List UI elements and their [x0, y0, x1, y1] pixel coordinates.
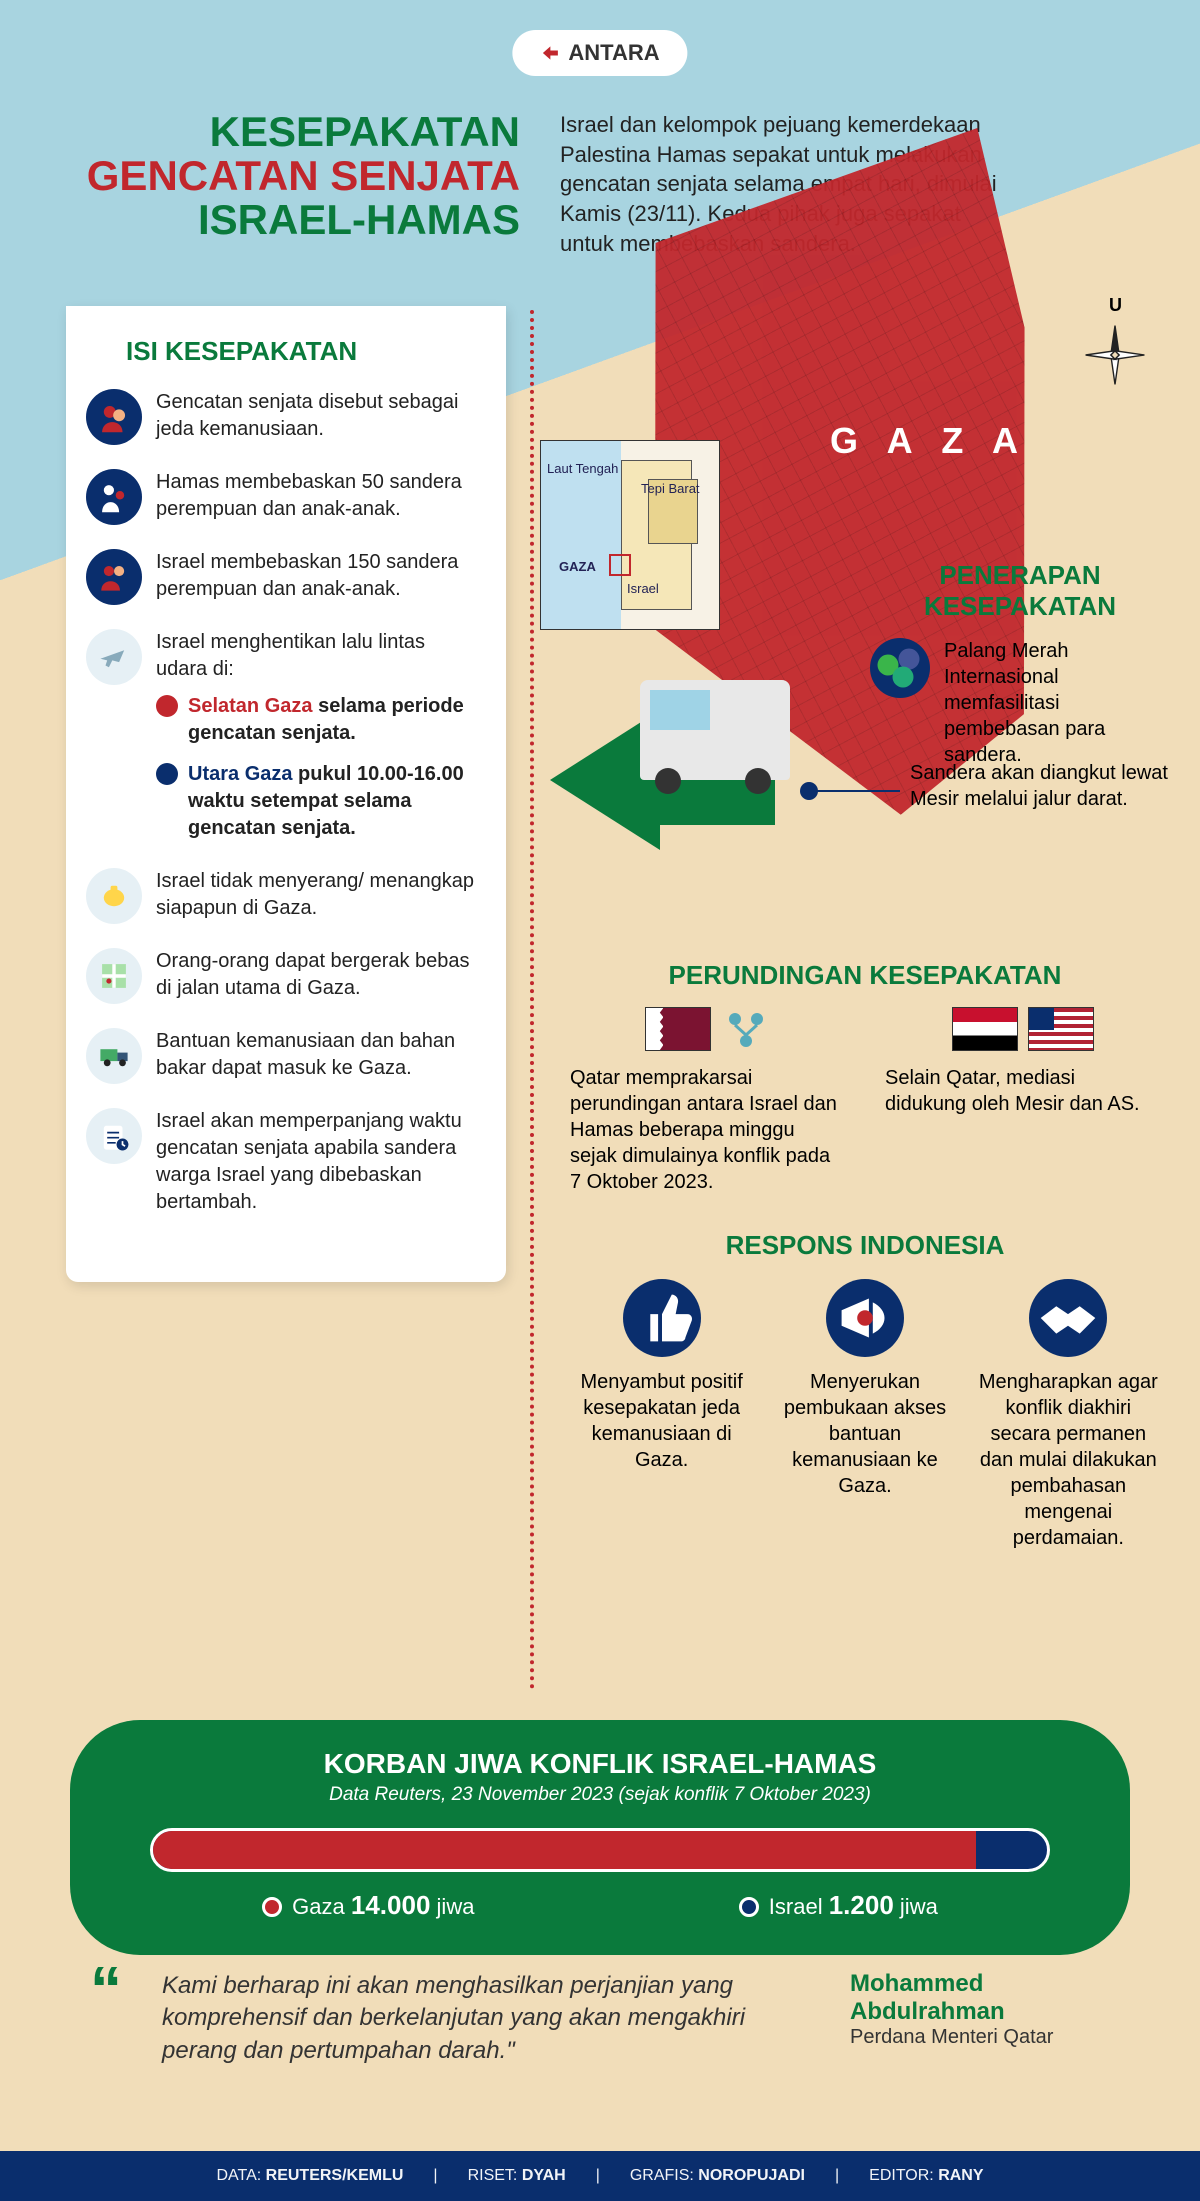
- isi-item: Israel akan memperpanjang waktu gencatan…: [156, 1108, 480, 1216]
- isi-title: ISI KESEPAKATAN: [126, 336, 480, 367]
- extend-icon: [86, 1108, 142, 1164]
- truck-arrow-graphic: [550, 650, 810, 850]
- megaphone-icon: [826, 1279, 904, 1357]
- quote-role: Perdana Menteri Qatar: [850, 2026, 1110, 2049]
- bullet-dot: [156, 695, 178, 717]
- qatar-flag-icon: [645, 1007, 711, 1051]
- isi-item: Bantuan kemanusiaan dan bahan bakar dapa…: [156, 1028, 480, 1082]
- callout-line: [810, 790, 900, 792]
- isi-item-text: Orang-orang dapat bergerak bebas di jala…: [156, 948, 480, 1002]
- perundingan-title: PERUNDINGAN KESEPAKATAN: [570, 960, 1160, 991]
- isi-item: Israel tidak menyerang/ menangkap siapap…: [156, 868, 480, 922]
- woman-child-icon: [86, 469, 142, 525]
- isi-item-text: Hamas membebaskan 50 sandera perempuan d…: [156, 469, 480, 523]
- isi-sub-item: Utara Gaza pukul 10.00-16.00 waktu setem…: [156, 761, 480, 842]
- isi-item-text: Gencatan senjata disebut sebagai jeda ke…: [156, 389, 480, 443]
- legend-gaza: Gaza 14.000 jiwa: [262, 1890, 474, 1921]
- egypt-flag-icon: [952, 1007, 1018, 1051]
- isi-item: Israel menghentikan lalu lintas udara di…: [156, 629, 480, 842]
- aid-truck-icon: [86, 1028, 142, 1084]
- respons-item: Menyerukan pembukaan akses bantuan keman…: [773, 1369, 956, 1499]
- isi-item: Israel membebaskan 150 sandera perempuan…: [156, 549, 480, 603]
- title-line3: ISRAEL-HAMAS: [80, 198, 520, 242]
- penerapan-item: Palang Merah Internasional memfasilitasi…: [944, 638, 1170, 768]
- casualties-legend: Gaza 14.000 jiwa Israel 1.200 jiwa: [130, 1890, 1070, 1921]
- credit-data: DATA: REUTERS/KEMLU: [216, 2167, 403, 2185]
- isi-item: Gencatan senjata disebut sebagai jeda ke…: [156, 389, 480, 443]
- inset-label-gaza: GAZA: [559, 559, 596, 574]
- perundingan-section: PERUNDINGAN KESEPAKATAN Qatar memprakars…: [570, 960, 1160, 1195]
- gaza-bar-segment: [153, 1831, 976, 1869]
- casualties-bar: [150, 1828, 1050, 1872]
- quote-block: “ Kami berharap ini akan menghasilkan pe…: [90, 1970, 1110, 2067]
- people-icon: [86, 389, 142, 445]
- quote-text: Kami berharap ini akan menghasilkan perj…: [162, 1970, 810, 2067]
- credit-editor: EDITOR: RANY: [869, 2167, 983, 2185]
- gaza-map-label: G A Z A: [830, 420, 1028, 462]
- infographic-canvas: ANTARA KESEPAKATAN GENCATAN SENJATA ISRA…: [0, 0, 1200, 2201]
- couple-icon: [86, 549, 142, 605]
- isi-item-text: Bantuan kemanusiaan dan bahan bakar dapa…: [156, 1028, 480, 1082]
- isi-kesepakatan-panel: ISI KESEPAKATAN Gencatan senjata disebut…: [66, 306, 506, 1282]
- no-arrest-icon: [86, 868, 142, 924]
- vertical-divider: [530, 310, 534, 1690]
- isi-item: Hamas membebaskan 50 sandera perempuan d…: [156, 469, 480, 523]
- title-line2: GENCATAN SENJATA: [80, 154, 520, 198]
- quote-name: Mohammed Abdulrahman: [850, 1970, 1110, 2026]
- antara-icon: [540, 43, 560, 63]
- bullet-dot: [156, 763, 178, 785]
- plane-icon: [86, 629, 142, 685]
- legend-israel: Israel 1.200 jiwa: [739, 1890, 938, 1921]
- handshake-icon: [1029, 1279, 1107, 1357]
- korban-title: KORBAN JIWA KONFLIK ISRAEL-HAMAS: [130, 1748, 1070, 1780]
- respons-item: Menyambut positif kesepakatan jeda keman…: [570, 1369, 753, 1473]
- brand-logo: ANTARA: [512, 30, 687, 76]
- isi-item-text: Israel akan memperpanjang waktu gencatan…: [156, 1108, 480, 1216]
- inset-label-tepi: Tepi Barat: [641, 481, 700, 496]
- callout-text: Sandera akan diangkut lewat Mesir melalu…: [910, 760, 1170, 812]
- thumbs-up-icon: [623, 1279, 701, 1357]
- korban-sub: Data Reuters, 23 November 2023 (sejak ko…: [130, 1784, 1070, 1806]
- compass-icon: [1080, 320, 1150, 390]
- compass-north-label: U: [1109, 295, 1122, 316]
- penerapan-section: PENERAPAN KESEPAKATAN Palang Merah Inter…: [870, 560, 1170, 768]
- quote-mark-icon: “: [90, 1970, 122, 2067]
- inset-label-israel: Israel: [627, 581, 659, 596]
- negotiation-icon: [721, 1007, 771, 1057]
- credit-grafis: GRAFIS: NOROPUJADI: [630, 2167, 805, 2185]
- respons-title: RESPONS INDONESIA: [570, 1230, 1160, 1261]
- isi-item-text: Israel menghentikan lalu lintas udara di…: [156, 629, 480, 683]
- penerapan-title: PENERAPAN KESEPAKATAN: [870, 560, 1170, 622]
- isi-item-text: Israel membebaskan 150 sandera perempuan…: [156, 549, 480, 603]
- main-title: KESEPAKATAN GENCATAN SENJATA ISRAEL-HAMA…: [80, 110, 520, 242]
- perundingan-col2: Selain Qatar, mediasi didukung oleh Mesi…: [885, 1065, 1160, 1117]
- title-line1: KESEPAKATAN: [80, 110, 520, 154]
- credits-footer: DATA: REUTERS/KEMLU| RISET: DYAH| GRAFIS…: [0, 2151, 1200, 2201]
- brand-name: ANTARA: [568, 40, 659, 66]
- inset-label-sea: Laut Tengah: [547, 461, 618, 476]
- credit-riset: RISET: DYAH: [468, 2167, 566, 2185]
- respons-section: RESPONS INDONESIA Menyambut positif kese…: [570, 1230, 1160, 1551]
- casualties-panel: KORBAN JIWA KONFLIK ISRAEL-HAMAS Data Re…: [70, 1720, 1130, 1955]
- isi-item: Orang-orang dapat bergerak bebas di jala…: [156, 948, 480, 1002]
- redcross-icon: [870, 638, 930, 698]
- isi-item-text: Israel tidak menyerang/ menangkap siapap…: [156, 868, 480, 922]
- usa-flag-icon: [1028, 1007, 1094, 1051]
- inset-map: Laut Tengah Tepi Barat GAZA Israel: [540, 440, 720, 630]
- isi-sub-item: Selatan Gaza selama periode gencatan sen…: [156, 693, 480, 747]
- respons-item: Mengharapkan agar konflik diakhiri secar…: [977, 1369, 1160, 1551]
- free-move-icon: [86, 948, 142, 1004]
- perundingan-col1: Qatar memprakarsai perundingan antara Is…: [570, 1065, 845, 1195]
